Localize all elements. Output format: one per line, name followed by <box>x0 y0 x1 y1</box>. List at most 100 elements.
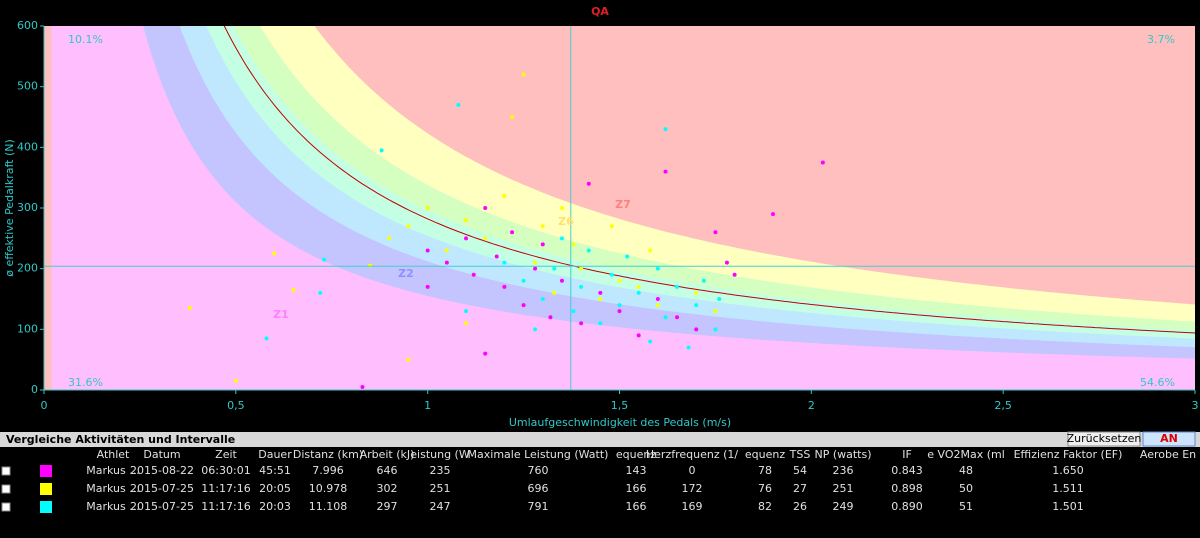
data-point <box>586 181 591 186</box>
cp-curve <box>223 26 1195 334</box>
table-cell: 26 <box>793 500 807 513</box>
comparison-table: Athlet Datum Zeit Dauer Distanz (km)Arbeit (… <box>1 448 1196 513</box>
data-point <box>617 278 622 283</box>
toggle-button[interactable] <box>1142 431 1196 447</box>
data-point <box>272 251 277 256</box>
column-header: eistung (W <box>410 448 470 461</box>
data-point <box>494 254 499 259</box>
column-header: Arbeit (kJ) <box>360 448 415 461</box>
data-point <box>552 266 557 271</box>
y-tick-label: 300 <box>17 201 38 214</box>
data-point <box>521 303 526 308</box>
data-point <box>291 287 296 292</box>
data-point <box>820 160 825 165</box>
data-point <box>360 384 365 389</box>
column-header: Datum <box>143 448 180 461</box>
data-point <box>571 309 576 314</box>
data-point <box>502 260 507 265</box>
table-cell: 251 <box>430 482 451 495</box>
data-point <box>770 212 775 217</box>
data-point <box>694 327 699 332</box>
data-point <box>187 306 192 311</box>
data-point <box>559 206 564 210</box>
table-cell: 1.501 <box>1052 500 1084 513</box>
column-header: Effizienz Faktor (EF) <box>1014 448 1123 461</box>
data-point <box>510 230 515 235</box>
data-point <box>521 72 526 77</box>
row-checkbox[interactable] <box>1 484 11 494</box>
column-header: Herzfrequenz (1/ <box>646 448 739 461</box>
data-point <box>675 284 680 289</box>
data-point <box>502 284 507 289</box>
toggle-button-label[interactable]: AN <box>1160 432 1178 445</box>
data-point <box>713 327 718 332</box>
zone-label: Z1 <box>273 308 289 321</box>
data-point <box>552 290 557 295</box>
table-cell: 760 <box>528 464 549 477</box>
data-point <box>655 297 660 301</box>
data-point <box>663 127 668 132</box>
x-tick-label: 0 <box>41 399 48 412</box>
data-point <box>425 284 430 289</box>
table-cell: 249 <box>833 500 854 513</box>
data-point <box>559 236 564 241</box>
data-point <box>598 297 603 301</box>
data-point <box>368 263 373 268</box>
table-cell: 11:17:16 <box>201 482 250 495</box>
table-cell: 0.890 <box>891 500 923 513</box>
table-cell: 297 <box>377 500 398 513</box>
column-header: Maximale Leistung (Watt) <box>468 448 609 461</box>
data-point <box>636 290 641 295</box>
overlay: 10.1% 3.7% 31.6% 54.6% Z1 Z2 Z6 Z7 0 100 2… <box>17 19 1199 412</box>
column-header: e VO2Max (ml <box>927 448 1005 461</box>
data-point <box>483 236 488 241</box>
reset-button[interactable] <box>1067 431 1141 447</box>
table-cell: 10.978 <box>309 482 348 495</box>
data-point <box>540 224 545 229</box>
table-cell: 235 <box>430 464 451 477</box>
panel-title: Vergleiche Aktivitäten und Intervalle <box>6 433 235 446</box>
data-point <box>387 236 392 241</box>
data-point <box>663 315 668 320</box>
row-checkbox[interactable] <box>1 502 11 512</box>
row-checkbox[interactable] <box>1 466 11 476</box>
column-header: IF <box>902 448 912 461</box>
data-point <box>322 257 327 262</box>
data-point <box>464 309 469 314</box>
data-point <box>655 266 660 271</box>
data-point <box>713 230 718 235</box>
row-color <box>40 483 52 495</box>
table-cell: 11:17:16 <box>201 500 250 513</box>
column-header: Aerobe En <box>1140 448 1196 461</box>
data-point <box>579 321 584 326</box>
column-header: Zeit <box>215 448 237 461</box>
table-cell: Markus ... <box>86 500 139 513</box>
table-cell: 2015-07-25 <box>130 500 194 513</box>
table-cell: 11.108 <box>309 500 348 513</box>
data-point <box>483 206 488 210</box>
data-point <box>548 315 553 320</box>
data-point <box>510 115 515 119</box>
column-header: equenz <box>616 448 656 461</box>
table-cell: 78 <box>758 464 772 477</box>
data-point <box>464 321 469 326</box>
data-point <box>502 193 507 198</box>
y-tick-label: 200 <box>17 262 38 275</box>
table-cell: 54 <box>793 464 807 477</box>
data-point <box>406 224 411 229</box>
data-point <box>686 345 691 350</box>
data-point <box>617 303 622 308</box>
table-cell: 143 <box>626 464 647 477</box>
data-point <box>675 315 680 320</box>
data-point <box>471 272 476 277</box>
data-point <box>598 321 603 326</box>
column-header: Distanz (km) <box>293 448 363 461</box>
quadrant-label: 31.6% <box>68 376 103 389</box>
reset-button-label[interactable]: Zurücksetzen <box>1067 432 1142 445</box>
table-cell: 696 <box>528 482 549 495</box>
column-header: TSS <box>789 448 811 461</box>
data-point <box>533 260 538 265</box>
data-point <box>233 378 238 383</box>
